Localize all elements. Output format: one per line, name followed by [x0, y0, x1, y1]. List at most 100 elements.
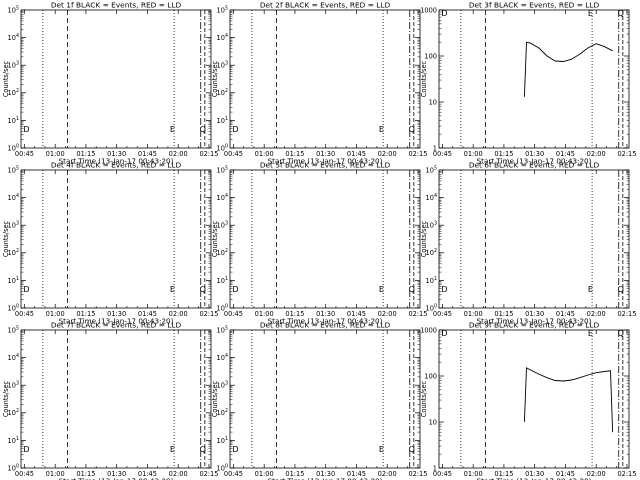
y-tick-label: 100	[8, 303, 19, 312]
x-tick-label: 02:00	[378, 310, 397, 318]
marker-d: D	[441, 285, 447, 294]
y-tick-label: 101	[426, 276, 437, 285]
panel-title: Det 8f BLACK = Events, RED = LLD	[260, 321, 391, 330]
x-axis-label: Start Time (13-Jan-17 00:43:20)	[477, 317, 592, 326]
x-tick-label: 02:00	[169, 150, 188, 158]
x-tick-label: 01:45	[138, 470, 157, 478]
y-axis-label: Counts/sec	[2, 380, 10, 417]
x-axis-label: Start Time (13-Jan-17 00:43:20)	[59, 157, 174, 166]
y-tick-label: 102	[426, 248, 437, 257]
marker-q: Q	[200, 125, 206, 134]
x-tick-label: 02:00	[378, 470, 397, 478]
plot-frame	[229, 169, 421, 309]
x-axis-label: Start Time (13-Jan-17 00:43:20)	[268, 157, 383, 166]
marker-e: E	[379, 445, 384, 454]
y-tick-label: 101	[217, 276, 228, 285]
marker-q: Q	[409, 445, 415, 454]
y-axis-label: Counts/sec	[420, 380, 428, 417]
x-tick-label: 01:00	[255, 470, 274, 478]
y-axis-label: Counts/sec	[211, 380, 219, 417]
y-axis-label: Counts/sec	[2, 220, 10, 257]
panel-title: Det 6f BLACK = Events, RED = LLD	[469, 161, 600, 170]
y-tick-label: 101	[8, 436, 19, 445]
x-tick-label: 01:45	[138, 310, 157, 318]
y-tick-label: 100	[424, 372, 437, 380]
y-tick-label: 101	[8, 116, 19, 125]
plot-frame	[20, 9, 212, 149]
y-tick-label: 105	[217, 165, 228, 174]
y-tick-label: 101	[217, 436, 228, 445]
x-tick-label: 01:30	[316, 470, 335, 478]
x-tick-label: 02:15	[617, 150, 636, 158]
y-tick-label: 100	[217, 143, 228, 152]
x-axis-label: Start Time (13-Jan-17 00:43:20)	[477, 477, 592, 480]
y-tick-label: 104	[217, 193, 228, 202]
panel-title: Det 4f BLACK = Events, RED = LLD	[51, 161, 182, 170]
x-tick-label: 01:45	[556, 310, 575, 318]
x-tick-label: 00:45	[433, 150, 452, 158]
y-tick-label: 100	[424, 52, 437, 60]
x-axis-label: Start Time (13-Jan-17 00:43:20)	[59, 477, 174, 480]
plot-frame	[20, 329, 212, 469]
x-tick-label: 01:45	[347, 310, 366, 318]
panel-6f: Det 6f BLACK = Events, RED = LLD 00:45 01:…	[420, 161, 636, 326]
y-tick-label: 103	[8, 221, 19, 230]
marker-d: D	[23, 285, 29, 294]
marker-e: E	[379, 125, 384, 134]
y-tick-label: 102	[8, 248, 19, 257]
x-tick-label: 01:15	[285, 150, 304, 158]
y-tick-label: 103	[217, 381, 228, 390]
x-tick-label: 01:30	[525, 150, 544, 158]
y-axis-label: Counts/sec	[420, 60, 428, 97]
y-tick-label: 102	[217, 408, 228, 417]
x-tick-label: 00:45	[224, 470, 243, 478]
x-tick-label: 02:15	[408, 150, 427, 158]
x-tick-label: 01:15	[285, 310, 304, 318]
marker-d: D	[232, 285, 238, 294]
y-tick-label: 102	[217, 88, 228, 97]
x-tick-label: 02:15	[199, 310, 218, 318]
x-tick-label: 01:00	[255, 150, 274, 158]
x-tick-label: 02:00	[587, 470, 606, 478]
y-tick-label: 103	[217, 61, 228, 70]
panel-title: Det 3f BLACK = Events, RED = LLD	[469, 1, 600, 10]
y-tick-label: 1	[433, 144, 437, 152]
x-tick-label: 01:00	[464, 310, 483, 318]
x-tick-label: 01:00	[464, 150, 483, 158]
x-tick-label: 02:00	[587, 150, 606, 158]
x-tick-label: 01:15	[285, 470, 304, 478]
y-tick-label: 1000	[420, 326, 437, 334]
y-tick-label: 105	[8, 5, 19, 14]
x-tick-label: 01:30	[107, 150, 126, 158]
x-tick-label: 01:15	[494, 310, 513, 318]
x-tick-label: 02:00	[169, 470, 188, 478]
marker-d: D	[441, 329, 447, 338]
y-tick-label: 104	[426, 193, 437, 202]
x-tick-label: 02:15	[617, 470, 636, 478]
x-tick-label: 01:45	[138, 150, 157, 158]
y-tick-label: 103	[217, 221, 228, 230]
y-tick-label: 103	[426, 221, 437, 230]
x-tick-label: 01:45	[347, 150, 366, 158]
plot-frame	[20, 169, 212, 309]
events-series-line	[523, 367, 614, 433]
marker-d: D	[23, 125, 29, 134]
x-tick-label: 01:00	[464, 470, 483, 478]
panel-1f: Det 1f BLACK = Events, RED = LLD 00:45 01:…	[2, 1, 218, 166]
panel-7f: Det 7f BLACK = Events, RED = LLD 00:45 01:…	[2, 321, 218, 480]
marker-d: D	[23, 445, 29, 454]
panel-title: Det 7f BLACK = Events, RED = LLD	[51, 321, 182, 330]
marker-q: Q	[200, 445, 206, 454]
x-tick-label: 02:00	[169, 310, 188, 318]
marker-e: E	[588, 9, 593, 18]
marker-e: E	[379, 285, 384, 294]
y-tick-label: 105	[426, 165, 437, 174]
x-tick-label: 01:45	[556, 470, 575, 478]
x-tick-label: 00:45	[433, 310, 452, 318]
y-tick-label: 104	[217, 353, 228, 362]
y-tick-label: 105	[8, 325, 19, 334]
y-axis-label: Counts/sec	[211, 60, 219, 97]
y-axis-label: Counts/sec	[420, 220, 428, 257]
x-tick-label: 01:15	[494, 470, 513, 478]
